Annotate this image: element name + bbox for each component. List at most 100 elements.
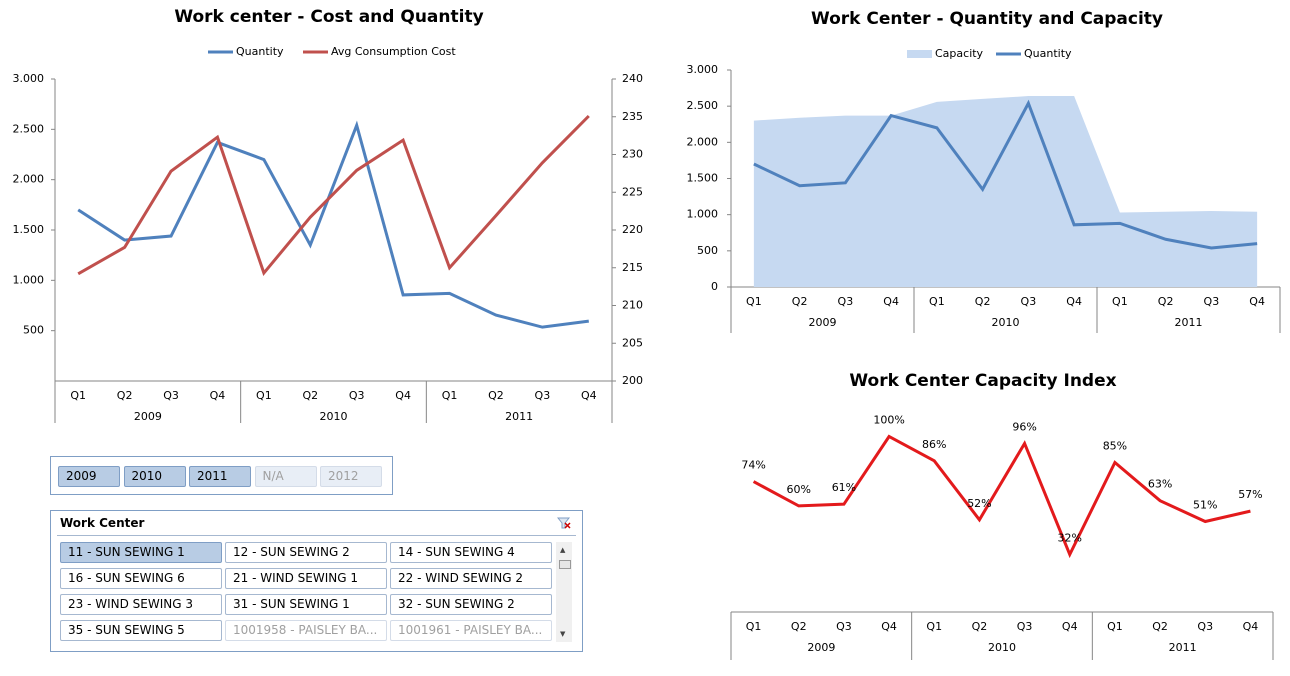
y2-tick-label: 235 xyxy=(622,110,643,123)
x-group-label: 2011 xyxy=(1175,316,1203,329)
y-tick-label: 2.000 xyxy=(687,135,719,148)
scroll-down[interactable]: ▼ xyxy=(560,630,566,638)
x-group-label: 2009 xyxy=(807,641,835,654)
x-group-label: 2010 xyxy=(992,316,1020,329)
y-tick-label: 1.500 xyxy=(687,172,719,185)
year-button[interactable]: N/A xyxy=(254,466,317,487)
y-tick-label: 3.000 xyxy=(13,72,45,85)
work-center-button[interactable]: 22 - WIND SEWING 2 xyxy=(390,568,552,589)
work-center-button[interactable]: 31 - SUN SEWING 1 xyxy=(225,594,387,615)
line xyxy=(77,114,590,277)
x-tick-label: Q3 xyxy=(1021,295,1037,308)
y2-tick-label: 230 xyxy=(622,148,643,161)
work-center-button[interactable]: 23 - WIND SEWING 3 xyxy=(60,594,222,615)
data-label: 60% xyxy=(787,483,811,496)
x-tick-label: Q2 xyxy=(302,389,318,402)
data-label: 61% xyxy=(832,481,856,494)
slicer-title: Work Center xyxy=(60,516,145,530)
y-tick-label: 500 xyxy=(697,244,718,257)
scroll-thumb[interactable] xyxy=(559,560,571,569)
work-center-button[interactable]: 21 - WIND SEWING 1 xyxy=(225,568,387,589)
data-label: 32% xyxy=(1058,531,1082,544)
year-button[interactable]: 2011 xyxy=(189,466,251,487)
x-tick-label: Q4 xyxy=(1249,295,1265,308)
y2-tick-label: 215 xyxy=(622,261,643,274)
y-tick-label: 1.500 xyxy=(13,223,45,236)
work-center-button[interactable]: 1001961 - PAISLEY BA... xyxy=(390,620,552,641)
x-tick-label: Q3 xyxy=(836,620,852,633)
x-tick-label: Q2 xyxy=(791,620,807,633)
work-center-button[interactable]: 11 - SUN SEWING 1 xyxy=(60,542,222,563)
work-center-button[interactable]: 14 - SUN SEWING 4 xyxy=(390,542,552,563)
x-tick-label: Q3 xyxy=(535,389,551,402)
x-tick-label: Q2 xyxy=(117,389,133,402)
data-label: 63% xyxy=(1148,478,1172,491)
legend-label: Avg Consumption Cost xyxy=(331,45,456,58)
y-tick-label: 500 xyxy=(23,324,44,337)
work-center-button[interactable]: 35 - SUN SEWING 5 xyxy=(60,620,222,641)
year-button[interactable]: 2010 xyxy=(123,466,186,487)
y-tick-label: 2.500 xyxy=(687,99,719,112)
x-tick-label: Q1 xyxy=(256,389,272,402)
y2-tick-label: 210 xyxy=(622,299,643,312)
y2-tick-label: 225 xyxy=(622,185,643,198)
x-tick-label: Q3 xyxy=(163,389,179,402)
y-tick-label: 2.500 xyxy=(13,122,45,135)
x-tick-label: Q3 xyxy=(349,389,365,402)
legend-label: Quantity xyxy=(236,45,284,58)
data-label: 52% xyxy=(967,497,991,510)
x-group-label: 2009 xyxy=(134,410,162,423)
scroll-up[interactable]: ▲ xyxy=(560,546,566,554)
x-group-label: 2011 xyxy=(1169,641,1197,654)
x-tick-label: Q2 xyxy=(792,295,808,308)
legend-label: Capacity xyxy=(935,47,984,60)
data-label: 86% xyxy=(922,438,946,451)
x-tick-label: Q1 xyxy=(926,620,942,633)
work-center-button[interactable]: 1001958 - PAISLEY BA... xyxy=(225,620,387,641)
year-slicer: 2009 2010 2011 N/A 2012 xyxy=(50,456,393,495)
data-label: 57% xyxy=(1238,488,1262,501)
data-label: 74% xyxy=(741,459,765,472)
data-label: 85% xyxy=(1103,440,1127,453)
y2-tick-label: 205 xyxy=(622,336,643,349)
x-tick-label: Q3 xyxy=(838,295,854,308)
work-center-button[interactable]: 12 - SUN SEWING 2 xyxy=(225,542,387,563)
x-tick-label: Q3 xyxy=(1017,620,1033,633)
y2-tick-label: 240 xyxy=(622,72,643,85)
legend-label: Quantity xyxy=(1024,47,1072,60)
chart-title: Work Center Capacity Index xyxy=(849,371,1116,391)
x-tick-label: Q4 xyxy=(395,389,411,402)
work-center-button[interactable]: 16 - SUN SEWING 6 xyxy=(60,568,222,589)
x-tick-label: Q1 xyxy=(929,295,945,308)
x-tick-label: Q4 xyxy=(1062,620,1078,633)
x-tick-label: Q2 xyxy=(975,295,991,308)
x-tick-label: Q4 xyxy=(1243,620,1259,633)
slicer-separator xyxy=(57,535,576,536)
data-label: 51% xyxy=(1193,499,1217,512)
x-tick-label: Q2 xyxy=(488,389,504,402)
x-tick-label: Q1 xyxy=(746,620,762,633)
x-tick-label: Q3 xyxy=(1204,295,1220,308)
y-tick-label: 1.000 xyxy=(687,208,719,221)
clear-filter-icon[interactable] xyxy=(557,516,571,530)
scrollbar[interactable]: ▲ ▼ xyxy=(556,542,572,642)
line xyxy=(77,120,589,329)
x-tick-label: Q1 xyxy=(1112,295,1128,308)
data-label: 96% xyxy=(1012,420,1036,433)
chart-title: Work center - Cost and Quantity xyxy=(174,7,483,27)
data-label: 100% xyxy=(873,414,904,427)
x-group-label: 2010 xyxy=(320,410,348,423)
x-group-label: 2011 xyxy=(505,410,533,423)
year-button[interactable]: 2009 xyxy=(58,466,120,487)
area xyxy=(753,96,1258,287)
x-tick-label: Q4 xyxy=(881,620,897,633)
y2-tick-label: 200 xyxy=(622,374,643,387)
y-tick-label: 1.000 xyxy=(13,273,45,286)
x-tick-label: Q2 xyxy=(1152,620,1168,633)
year-button[interactable]: 2012 xyxy=(320,466,382,487)
x-tick-label: Q4 xyxy=(581,389,597,402)
x-tick-label: Q1 xyxy=(70,389,86,402)
work-center-button[interactable]: 32 - SUN SEWING 2 xyxy=(390,594,552,615)
